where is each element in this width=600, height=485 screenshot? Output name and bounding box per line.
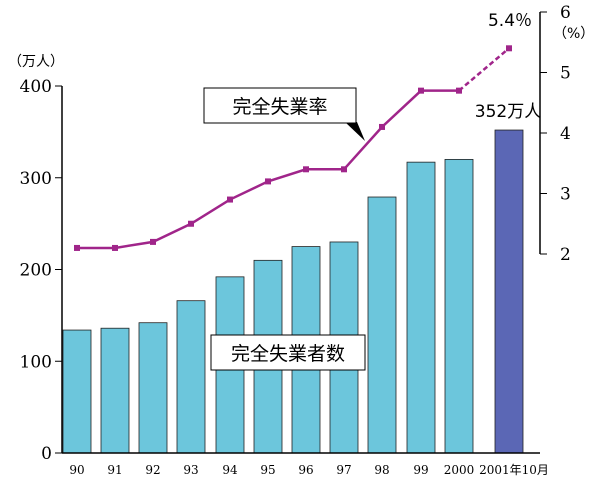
- bar-90: [62, 329, 92, 454]
- x-tick-label: 2000: [444, 463, 475, 477]
- right-tick-label: 4: [560, 124, 571, 144]
- rate-point-98: [379, 123, 385, 130]
- left-tick-label: 200: [20, 261, 52, 281]
- left-tick-label: 400: [20, 77, 52, 97]
- left-tick-label: 0: [41, 444, 52, 464]
- x-tick-label: 96: [298, 463, 313, 477]
- x-tick-label: 2001年10月: [479, 463, 549, 477]
- rate-label: 完全失業率: [232, 96, 327, 118]
- bar-91: [100, 327, 130, 454]
- bar-93: [176, 300, 206, 454]
- rate-point-94: [227, 196, 233, 203]
- right-tick-label: 6: [560, 3, 571, 23]
- right-tick-label: 5: [560, 64, 571, 84]
- x-tick-label: 98: [374, 463, 389, 477]
- left-tick-label: 300: [20, 169, 52, 189]
- rate-point-2000: [456, 87, 462, 94]
- right-tick-label: 2: [560, 245, 571, 265]
- bar-98: [367, 196, 397, 454]
- last-rate-label: 5.4％: [488, 11, 532, 31]
- rate-point-96: [303, 166, 309, 173]
- x-tick-label: 95: [260, 463, 275, 477]
- rate-line-projected: [458, 47, 510, 92]
- left-axis-unit: （万人）: [8, 54, 64, 70]
- bar-2001年10月: [494, 129, 524, 454]
- rate-callout: 完全失業率: [203, 87, 365, 141]
- rate-point-93: [188, 220, 194, 227]
- rate-point-90: [74, 244, 80, 251]
- x-tick-label: 92: [145, 463, 160, 477]
- bar-2000: [444, 158, 474, 454]
- rate-point-97: [341, 166, 347, 173]
- left-tick-label: 100: [20, 352, 52, 372]
- x-tick-label: 90: [69, 463, 84, 477]
- rate-point-95: [265, 178, 271, 185]
- x-tick-label: 99: [413, 463, 428, 477]
- count-label: 完全失業者数: [231, 343, 345, 365]
- last-count-label: 352万人: [475, 102, 541, 122]
- right-tick-label: 3: [560, 185, 571, 205]
- x-tick-label: 94: [222, 463, 238, 477]
- x-tick-label: 93: [183, 463, 198, 477]
- rate-point-99: [418, 87, 424, 94]
- count-callout: 完全失業者数: [210, 334, 366, 371]
- right-axis-unit: （%）: [553, 26, 594, 42]
- rate-point-91: [112, 244, 118, 251]
- x-tick-label: 91: [107, 463, 122, 477]
- rate-point-92: [150, 238, 156, 245]
- bar-92: [138, 322, 168, 454]
- bar-99: [406, 161, 436, 454]
- x-tick-label: 97: [336, 463, 351, 477]
- rate-point-2001年10月: [506, 45, 512, 52]
